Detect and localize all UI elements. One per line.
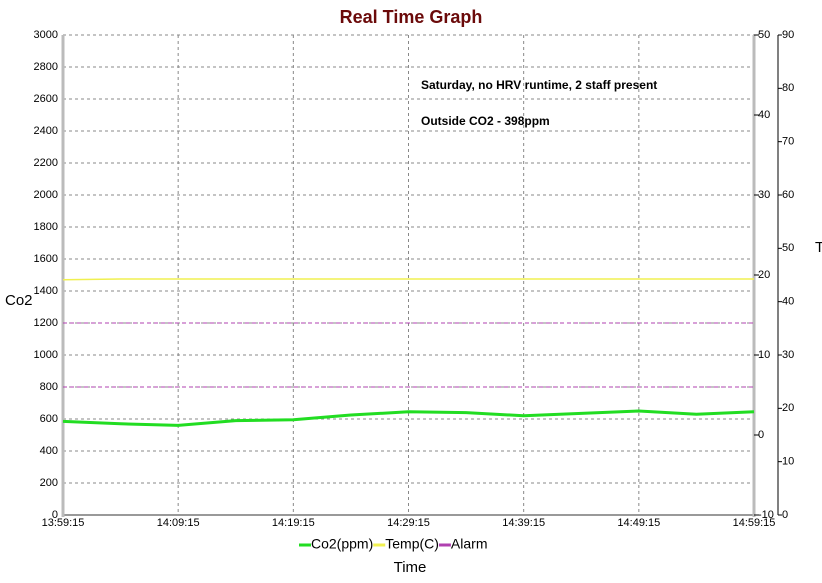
x-tick-label: 14:09:15	[157, 517, 200, 529]
y3-tick-label: 60	[782, 189, 794, 201]
y2-axis-label: T	[815, 239, 822, 256]
y-tick-label: 1200	[34, 317, 58, 329]
y-tick-label: 2400	[34, 125, 58, 137]
y-tick-label: 800	[40, 381, 58, 393]
annotation: Outside CO2 - 398ppm	[421, 114, 550, 128]
y-tick-label: 2600	[34, 93, 58, 105]
y3-tick-label: 40	[782, 296, 794, 308]
y-tick-label: 3000	[34, 29, 58, 41]
y-tick-label: 1000	[34, 349, 58, 361]
annotation: Saturday, no HRV runtime, 2 staff presen…	[421, 78, 657, 92]
y-tick-label: 2200	[34, 157, 58, 169]
y2-tick-label: 40	[758, 109, 770, 121]
y2-tick-label: -10	[758, 509, 774, 521]
x-tick-label: 13:59:15	[42, 517, 85, 529]
y2-tick-label: 30	[758, 189, 770, 201]
x-axis-label: Time	[394, 559, 427, 576]
y3-tick-label: 80	[782, 82, 794, 94]
y-tick-label: 1600	[34, 253, 58, 265]
x-tick-label: 14:49:15	[617, 517, 660, 529]
y3-tick-label: 50	[782, 242, 794, 254]
y2-tick-label: 50	[758, 29, 770, 41]
chart-title: Real Time Graph	[340, 7, 483, 27]
y-tick-label: 2000	[34, 189, 58, 201]
legend-label: Alarm	[451, 536, 488, 552]
x-tick-label: 14:19:15	[272, 517, 315, 529]
y3-tick-label: 70	[782, 136, 794, 148]
legend-label: Temp(C)	[385, 536, 439, 552]
y-tick-label: 400	[40, 445, 58, 457]
y-tick-label: 0	[52, 509, 58, 521]
x-tick-label: 14:59:15	[733, 517, 776, 529]
y3-tick-label: 90	[782, 29, 794, 41]
y-tick-label: 2800	[34, 61, 58, 73]
y3-tick-label: 0	[782, 509, 788, 521]
y2-tick-label: 10	[758, 349, 770, 361]
y3-tick-label: 10	[782, 456, 794, 468]
y-tick-label: 1400	[34, 285, 58, 297]
legend-label: Co2(ppm)	[311, 536, 373, 552]
x-tick-label: 14:39:15	[502, 517, 545, 529]
y3-tick-label: 30	[782, 349, 794, 361]
series-line	[62, 278, 754, 281]
y-tick-label: 200	[40, 477, 58, 489]
y2-tick-label: 0	[758, 429, 764, 441]
x-tick-label: 14:29:15	[387, 517, 430, 529]
series-line	[62, 409, 755, 427]
y-tick-label: 600	[40, 413, 58, 425]
y3-tick-label: 20	[782, 402, 794, 414]
y-axis-label: Co2	[5, 292, 33, 309]
y-tick-label: 1800	[34, 221, 58, 233]
y2-tick-label: 20	[758, 269, 770, 281]
